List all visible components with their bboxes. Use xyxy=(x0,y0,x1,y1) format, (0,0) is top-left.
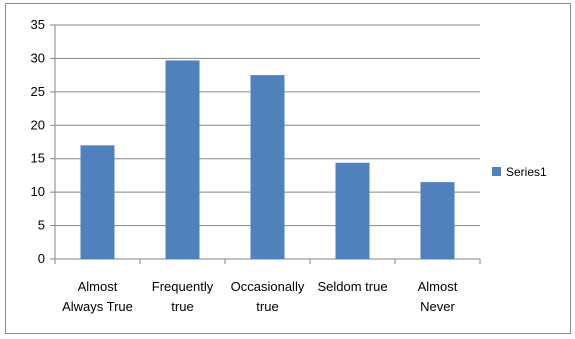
y-tick-label: 15 xyxy=(31,151,45,166)
x-tick-label: Frequently xyxy=(152,279,214,294)
y-tick-label: 35 xyxy=(31,17,45,32)
x-tick-label: Seldom true xyxy=(317,279,387,294)
y-tick-label: 20 xyxy=(31,117,45,132)
x-tick-label: Almost xyxy=(78,279,118,294)
bars xyxy=(80,60,455,260)
y-tick-label: 5 xyxy=(38,218,45,233)
x-tick-label: true xyxy=(256,299,278,314)
y-tick-label: 30 xyxy=(31,50,45,65)
bar xyxy=(250,75,285,260)
x-tick-label: Occasionally xyxy=(231,279,305,294)
x-tick-label: Always True xyxy=(62,299,133,314)
x-tick-labels: Almost Always True Frequently true Occasiona… xyxy=(62,279,458,314)
y-tick-labels: 0 5 10 15 20 25 30 35 xyxy=(31,17,45,266)
x-tick-label: Almost xyxy=(418,279,458,294)
legend-label: Series1 xyxy=(506,165,547,179)
bar xyxy=(165,60,200,260)
y-tick-label: 25 xyxy=(31,84,45,99)
y-tick-label: 10 xyxy=(31,184,45,199)
x-tick-label: true xyxy=(171,299,193,314)
legend: Series1 xyxy=(492,165,547,179)
x-tick-label: Never xyxy=(420,299,455,314)
bar xyxy=(335,162,370,259)
y-tick-label: 0 xyxy=(38,251,45,266)
bar xyxy=(420,182,455,259)
bar xyxy=(80,145,115,259)
legend-swatch xyxy=(492,167,501,176)
